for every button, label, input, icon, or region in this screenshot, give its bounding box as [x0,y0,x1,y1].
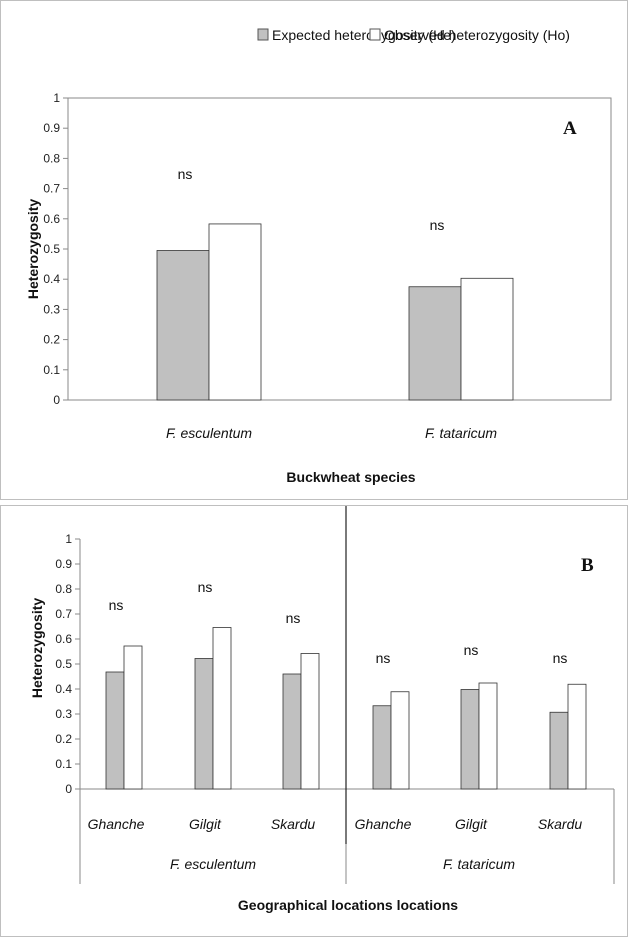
bar-ho [390,691,410,790]
y-tick-label-a: 0 [53,393,60,407]
y-tick-label-a: 0.7 [43,182,60,196]
group-label-b: F. tataricum [443,856,515,872]
y-tick-label-a: 0.6 [43,212,60,226]
bar-ho [460,277,514,401]
bar-he [105,671,125,790]
legend-label-ho: Observed heterozygosity (Ho) [384,27,570,43]
y-axis-label-b: Heterozygosity [29,598,45,699]
bar-he [549,711,569,790]
y-tick-label-a: 0.3 [43,302,60,316]
y-tick-label-b: 0.5 [55,657,72,671]
significance-label-a: ns [178,166,193,182]
y-tick-label-a: 0.8 [43,151,60,165]
y-tick-label-b: 0.6 [55,632,72,646]
bar-ho [567,683,587,790]
panel-b: B Heterozygosity Geographical locations … [0,505,628,937]
bar-he [282,673,302,790]
legend-swatch-he [257,28,269,41]
bar-ho [123,645,143,790]
x-category-label-a: F. tataricum [425,425,497,441]
legend-swatch-ho [369,28,381,41]
y-tick-label-b: 0.8 [55,582,72,596]
bar-ho [208,223,262,401]
y-tick-label-b: 0 [65,782,72,796]
x-category-label-b: Skardu [538,816,583,832]
significance-label-b: ns [553,650,568,666]
bar-ho [212,627,232,790]
x-axis-label-b: Geographical locations locations [238,897,458,913]
x-axis-label-a: Buckwheat species [286,469,415,485]
y-tick-label-a: 0.2 [43,333,60,347]
significance-label-b: ns [464,642,479,658]
bar-he [460,689,480,790]
y-tick-label-b: 0.3 [55,707,72,721]
y-axis-label-a: Heterozygosity [25,199,41,300]
y-tick-label-a: 1 [53,91,60,105]
y-tick-label-b: 0.9 [55,557,72,571]
x-category-label-b: Ghanche [355,816,412,832]
legend-label-he: Expected heterozygosity (He) [272,27,456,43]
group-label-b: F. esculentum [170,856,256,872]
chart-a: Expected heterozygosity (He) Observed he… [25,27,612,485]
significance-label-b: ns [376,650,391,666]
x-category-label-b: Ghanche [88,816,145,832]
y-tick-label-a: 0.1 [43,363,60,377]
y-tick-label-a: 0.9 [43,121,60,135]
bar-ho [300,653,320,790]
bar-he [194,658,214,790]
panel-label-b: B [581,555,594,576]
y-tick-label-b: 0.7 [55,607,72,621]
bar-he [156,250,210,401]
panel-label-a: A [563,118,577,139]
significance-label-b: ns [109,597,124,613]
x-category-label-a: F. esculentum [166,425,252,441]
y-tick-label-b: 0.4 [55,682,72,696]
x-category-label-b: Gilgit [189,816,222,832]
bar-he [372,705,392,790]
x-category-label-b: Skardu [271,816,316,832]
y-tick-label-b: 0.2 [55,732,72,746]
x-category-label-b: Gilgit [455,816,488,832]
panel-a: Expected heterozygosity (He) Observed he… [0,0,628,500]
y-tick-label-b: 0.1 [55,757,72,771]
legend: Expected heterozygosity (He) Observed he… [257,27,570,43]
y-tick-label-a: 0.4 [43,272,60,286]
significance-label-b: ns [286,610,301,626]
significance-label-a: ns [430,217,445,233]
bar-ho [478,682,498,790]
plot-area-a [67,97,612,401]
significance-label-b: ns [198,579,213,595]
bar-he [408,286,462,401]
y-tick-label-a: 0.5 [43,242,60,256]
y-tick-label-b: 1 [65,532,72,546]
chart-b: B Heterozygosity Geographical locations … [29,506,615,913]
